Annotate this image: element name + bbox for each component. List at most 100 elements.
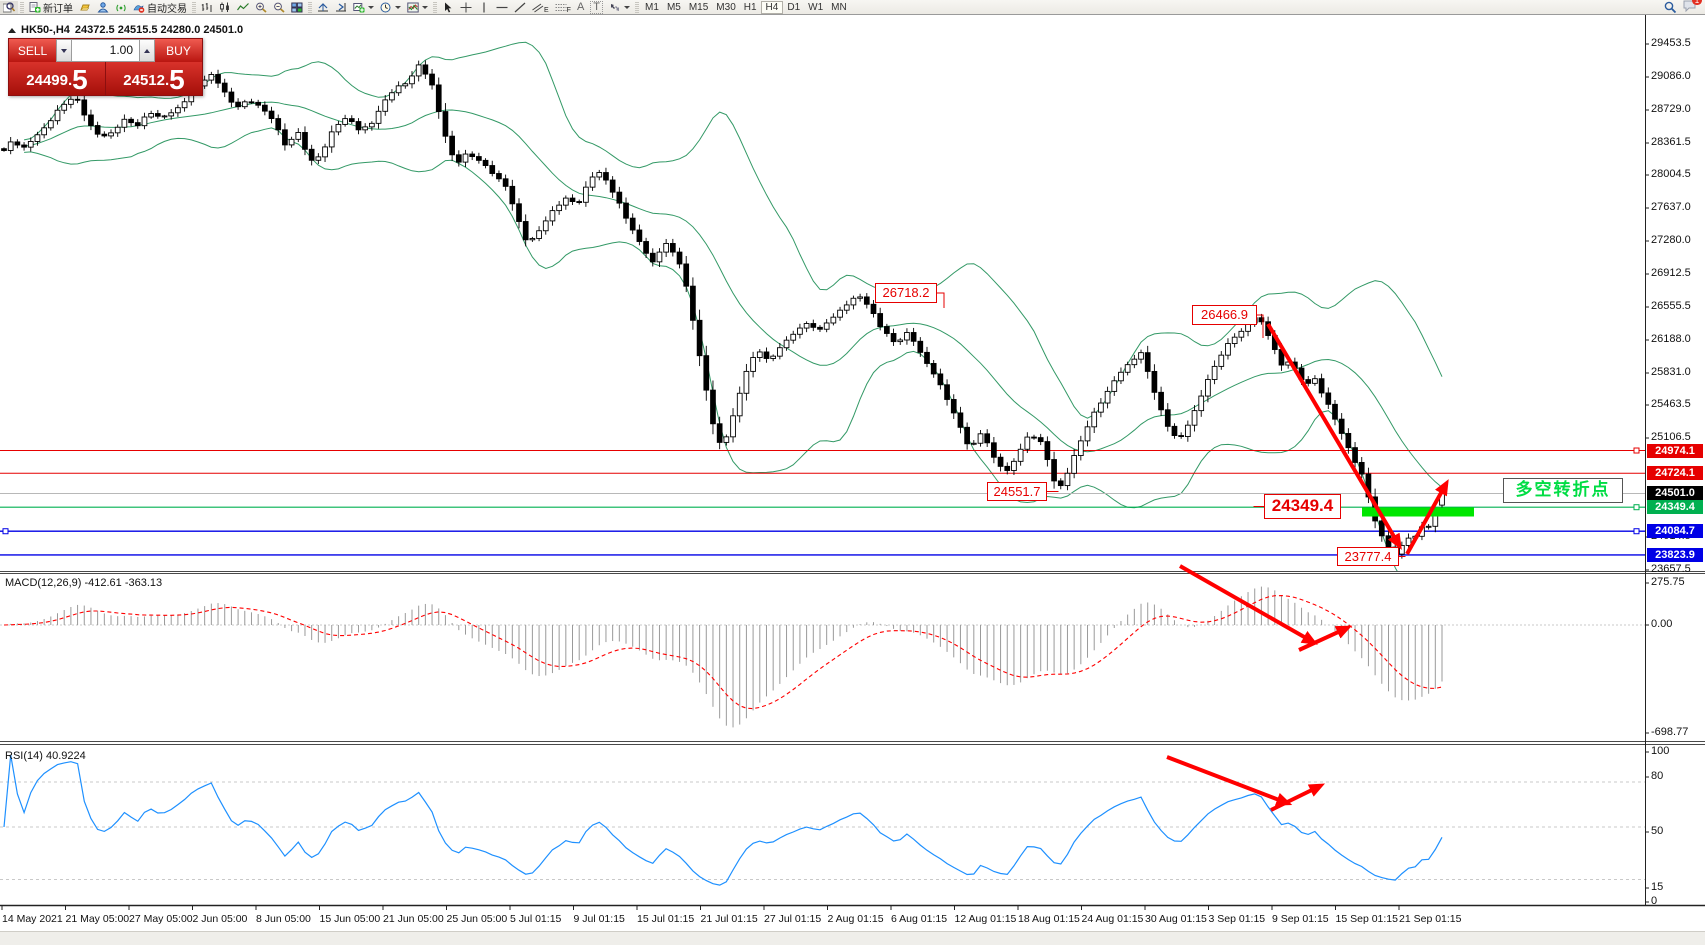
timeframe-MN[interactable]: MN [831,1,847,13]
price-tick-label: 25463.5 [1651,398,1691,410]
time-axis-label: 15 Sep 01:15 [1335,913,1398,925]
zoom-out-button[interactable] [270,1,288,14]
auto-scroll-button[interactable] [314,1,332,14]
sell-button[interactable]: SELL [9,39,56,62]
trend-arrow[interactable] [1266,322,1402,550]
sell-price-frac: 5 [72,64,88,95]
zoom-in-button[interactable] [252,1,270,14]
price-level-tag: 24501.0 [1647,486,1703,501]
macd-signal-line [3,595,1443,710]
status-strip [0,931,1705,945]
line-handle[interactable] [1633,504,1640,511]
caret-down-icon [368,5,374,9]
new-chart-dropdown[interactable] [350,1,377,14]
fibonacci-tool-button[interactable]: F [552,1,574,14]
new-order-button[interactable]: 新订单 [26,1,76,15]
notifications-button[interactable]: 1 [1683,0,1702,15]
time-axis-label: 15 Jul 01:15 [637,913,695,925]
toolbar-grip [192,1,196,13]
template-dropdown[interactable] [404,1,431,14]
timeframe-M5[interactable]: M5 [666,1,681,13]
line-handle[interactable] [2,528,9,535]
price-tick-label: 27637.0 [1651,201,1691,213]
new-order-label: 新订单 [43,3,73,15]
time-axis-label: 12 Aug 01:15 [954,913,1017,925]
time-axis-label: 2 Jun 05:00 [192,913,248,925]
bars-chart-button[interactable] [198,1,216,14]
price-callout-26466[interactable]: 26466.9 [1192,305,1257,325]
price-tick-label: 26188.0 [1651,333,1691,345]
signal-button[interactable] [112,1,130,14]
new-order-icon [29,1,41,12]
trend-arrow[interactable] [1179,564,1318,645]
candlestick-chart-button[interactable] [216,1,234,14]
timeframe-H1[interactable]: H1 [743,1,757,13]
volume-input[interactable]: 1.00 [72,39,139,62]
auto-trading-button[interactable]: 自动交易 [130,1,190,15]
price-tick-label: 29453.5 [1651,37,1691,49]
macd-tick-label: -698.77 [1651,726,1689,738]
auto-trading-icon [133,4,145,13]
line-chart-button[interactable] [234,1,252,14]
turning-point-annotation[interactable]: 多空转折点 [1503,478,1623,503]
trend-arrow[interactable] [1405,479,1449,555]
price-tick-label: 25106.5 [1651,431,1691,443]
cursor-tool-button[interactable] [439,1,457,14]
trend-arrow[interactable] [1298,625,1353,652]
one-click-trading-panel: SELL 1.00 BUY 24499. 5 24512. 5 [8,38,203,96]
equidistant-channel-tool-button[interactable]: E [529,1,552,14]
sell-price-display[interactable]: 24499. 5 [9,62,105,95]
price-tick-label: 26912.5 [1651,267,1691,279]
symbol-search-button[interactable] [0,0,18,14]
macd-tick-label: 0.00 [1651,618,1673,630]
chart-shift-icon [336,2,346,11]
horizontal-line-tool-button[interactable] [493,1,511,14]
volume-increase-button[interactable] [139,39,155,62]
arrows-tool-dropdown[interactable] [606,1,633,14]
vertical-line-tool-button[interactable] [475,1,493,14]
text-label-tool-button[interactable]: T [587,0,606,14]
bars-chart-icon [201,2,212,12]
timeframe-W1[interactable]: W1 [808,1,824,13]
trend-arrow[interactable] [1270,783,1326,812]
chart-shift-button[interactable] [332,1,350,14]
toolbar-grip [635,1,640,13]
price-callout-24349[interactable]: 24349.4 [1264,494,1341,519]
buy-price-display[interactable]: 24512. 5 [105,62,202,95]
price-callout-24551[interactable]: 24551.7 [987,482,1047,501]
support-highlight-bar[interactable] [1362,507,1474,517]
price-callout-23777[interactable]: 23777.4 [1337,547,1399,566]
timeframe-M15[interactable]: M15 [688,1,709,13]
timeframe-D1[interactable]: D1 [787,1,801,13]
buy-price-frac: 5 [169,64,185,95]
search-icon[interactable] [1664,1,1677,14]
timeframe-M1[interactable]: M1 [645,1,659,13]
period-dropdown[interactable] [377,1,404,14]
macd-layer [0,586,1645,728]
line-handle[interactable] [1633,447,1640,454]
tile-windows-button[interactable] [288,1,306,14]
price-tick-label: 26555.5 [1651,300,1691,312]
volume-decrease-button[interactable] [56,39,72,62]
timeframe-H4[interactable]: H4 [760,0,784,14]
price-callout-26718[interactable]: 26718.2 [875,283,937,303]
price-level-tag: 24349.4 [1647,500,1703,515]
time-axis-label: 5 Jul 01:15 [510,913,562,925]
caret-down-icon [395,5,401,9]
line-handle[interactable] [1633,528,1640,535]
crosshair-tool-button[interactable] [457,1,475,14]
buy-button[interactable]: BUY [155,39,202,62]
clock-icon [380,2,391,12]
auto-trading-label: 自动交易 [147,3,187,15]
collapse-triangle-icon[interactable] [8,27,16,33]
timeframe-M30[interactable]: M30 [716,1,736,13]
macd-tick-label: 275.75 [1651,576,1685,588]
text-tool-button[interactable]: A [574,1,587,14]
trendline-tool-button[interactable] [511,1,529,14]
trend-arrow[interactable] [1166,755,1293,806]
time-axis-label: 18 Aug 01:15 [1018,913,1080,925]
gold-button[interactable] [76,1,94,14]
time-axis-label: 27 May 05:00 [129,913,193,925]
market-watch-button[interactable] [94,1,112,14]
